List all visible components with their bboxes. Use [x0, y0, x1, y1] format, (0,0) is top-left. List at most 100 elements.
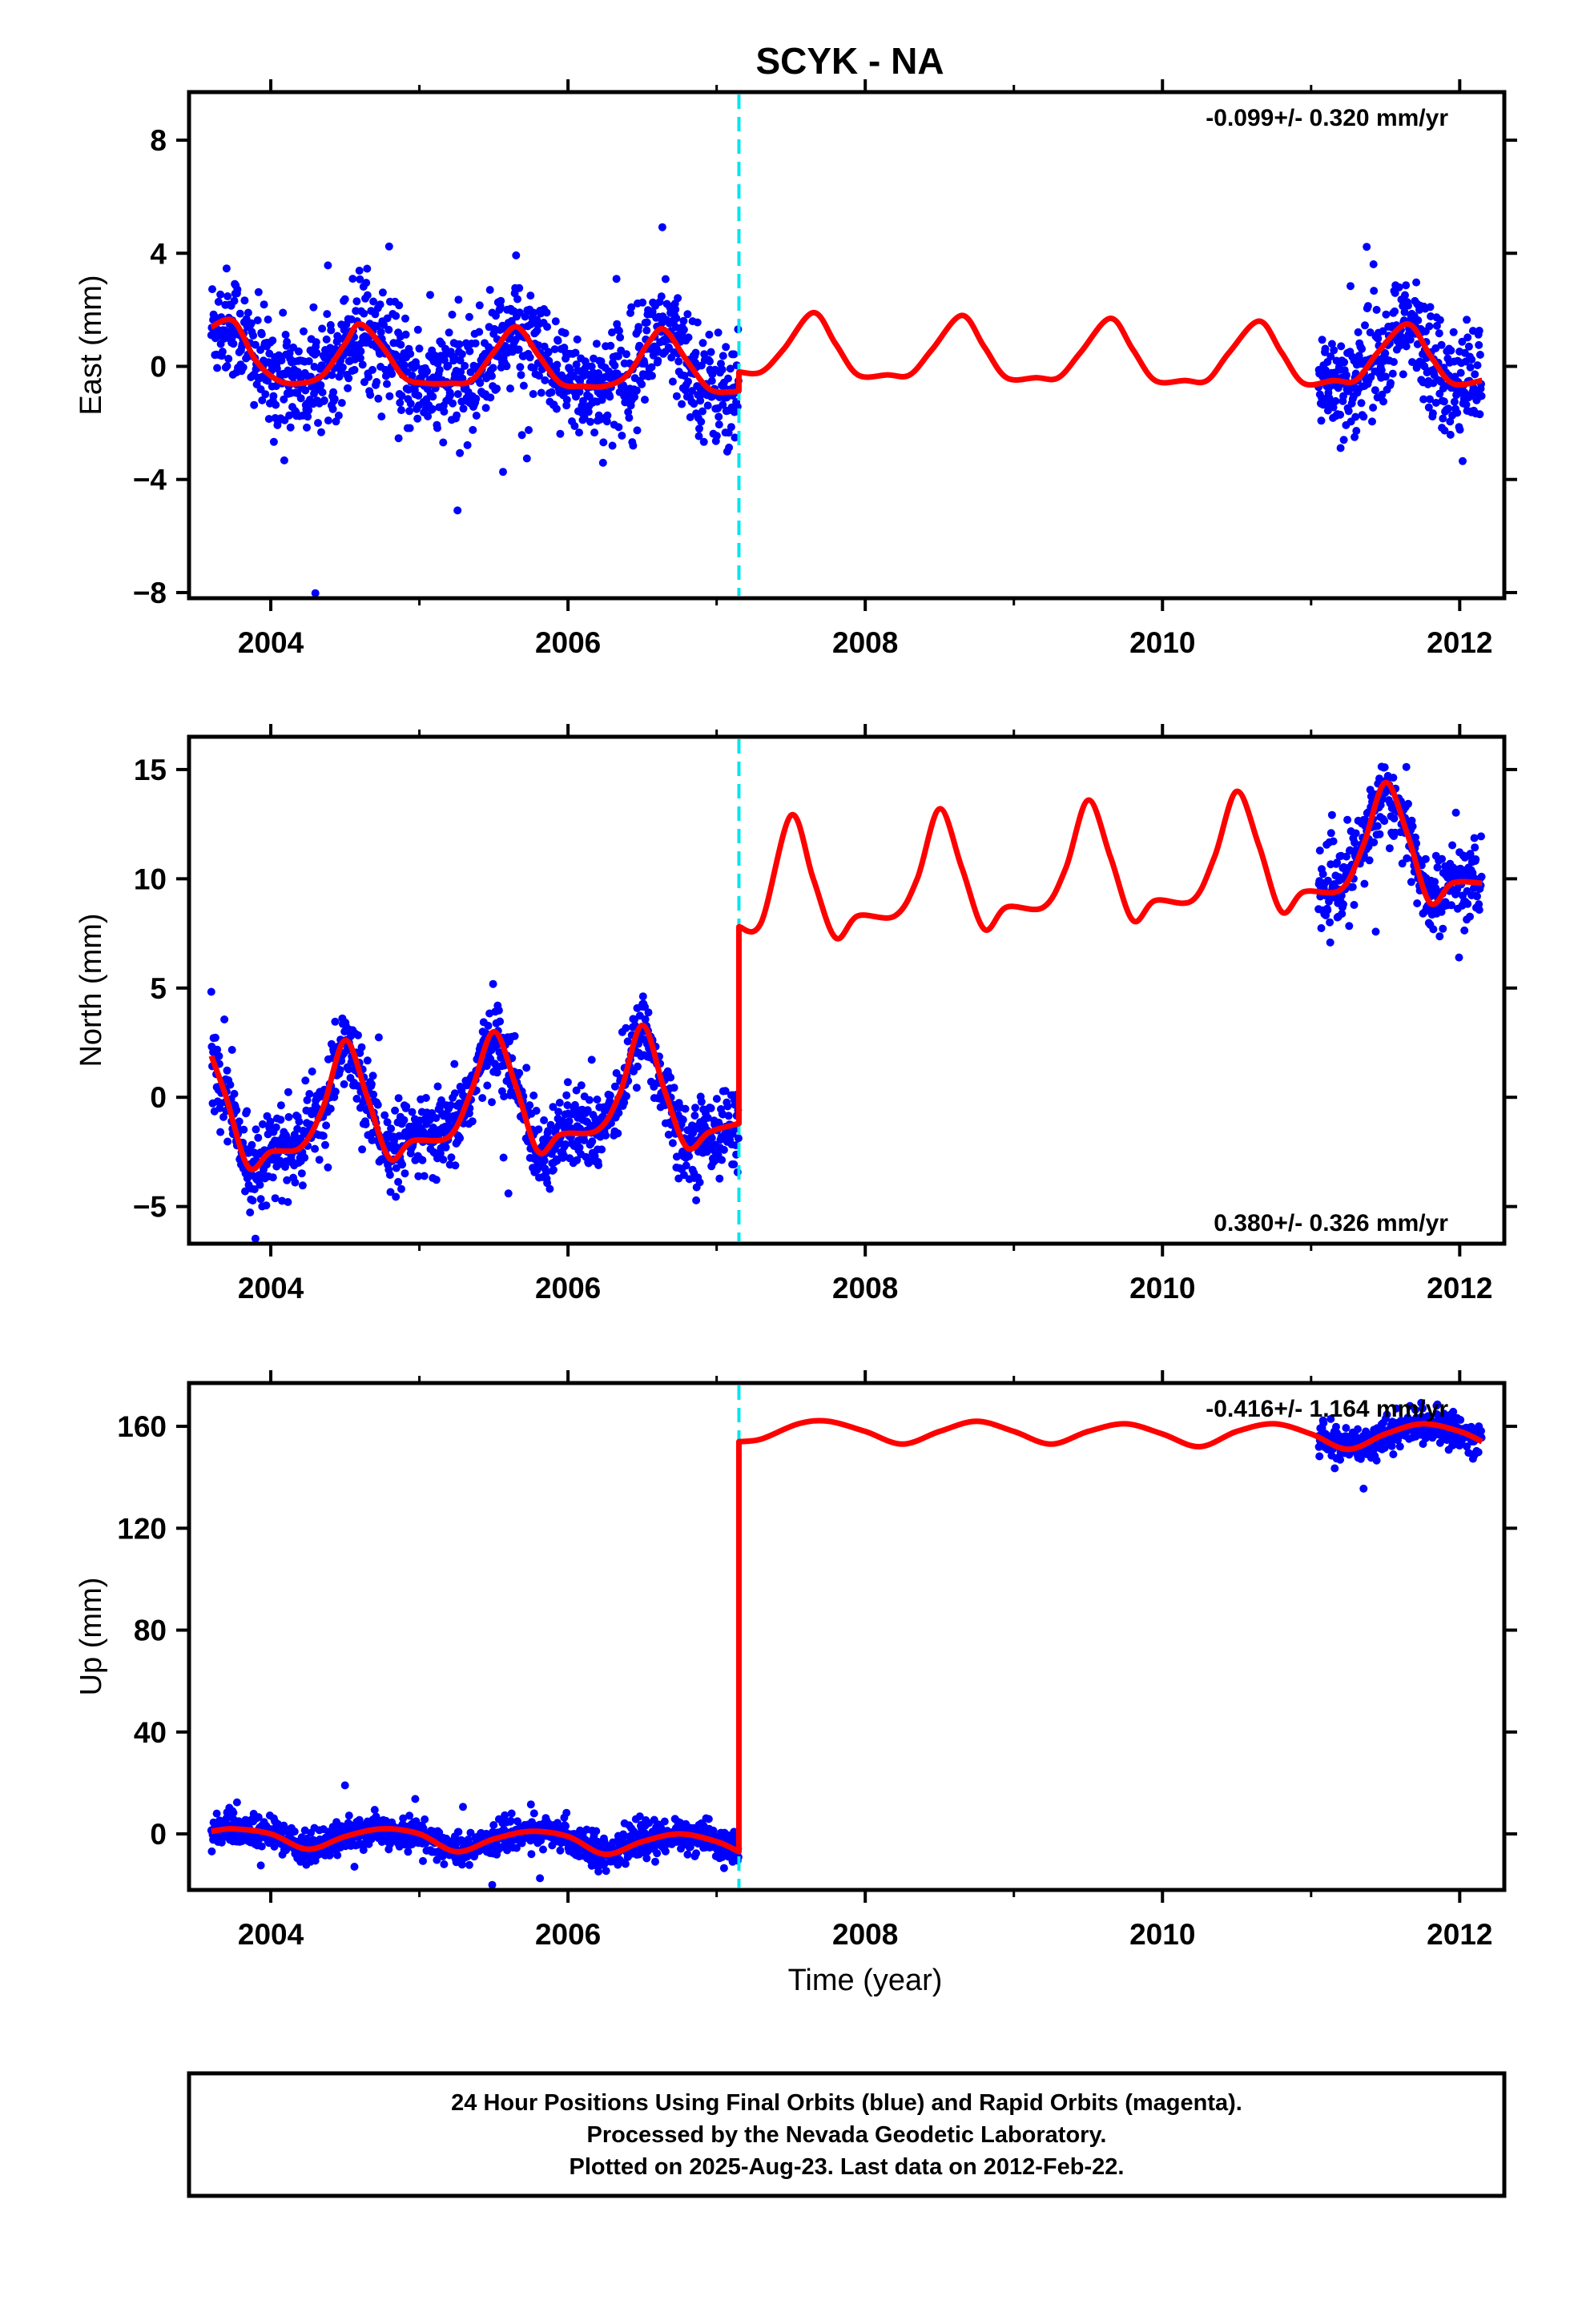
data-point: [1352, 427, 1361, 435]
data-point: [644, 1008, 653, 1017]
data-point: [1419, 1404, 1427, 1413]
data-point: [715, 1174, 724, 1183]
y-tick-label: 8: [150, 124, 167, 157]
data-point: [651, 1857, 659, 1866]
data-point: [540, 1156, 549, 1165]
data-point: [334, 411, 343, 420]
data-point: [610, 1082, 619, 1091]
data-point: [235, 1117, 244, 1126]
data-point: [256, 1180, 264, 1189]
data-point: [625, 413, 634, 422]
data-point: [541, 376, 549, 384]
data-point: [1329, 403, 1338, 412]
data-point: [344, 374, 353, 383]
data-point: [562, 1808, 571, 1817]
data-point: [571, 348, 580, 357]
data-point: [562, 1091, 571, 1100]
data-point: [691, 1104, 699, 1112]
data-point: [1344, 407, 1353, 416]
data-point: [308, 1068, 316, 1076]
east-model-curve: [210, 309, 1483, 396]
data-point: [660, 1817, 669, 1826]
data-point: [1474, 1448, 1483, 1457]
data-point: [529, 308, 538, 317]
data-point: [501, 1811, 509, 1819]
data-point: [294, 347, 303, 356]
data-point: [706, 348, 715, 356]
data-point: [562, 1822, 570, 1831]
data-point: [230, 1089, 239, 1098]
data-point: [684, 377, 692, 386]
data-point: [1439, 414, 1447, 423]
data-point: [679, 325, 688, 334]
data-point: [408, 1108, 417, 1116]
data-point: [668, 377, 677, 386]
data-point: [239, 363, 248, 372]
data-point: [324, 416, 332, 425]
data-point: [1392, 1404, 1401, 1413]
data-point: [1323, 876, 1332, 885]
data-point: [539, 1845, 547, 1854]
data-point: [1378, 390, 1387, 399]
data-point: [380, 1111, 389, 1120]
data-point: [590, 1152, 599, 1160]
data-point: [661, 275, 670, 283]
data-point: [400, 1116, 409, 1124]
data-point: [603, 411, 612, 420]
x-tick-label: 2008: [832, 1272, 898, 1305]
data-point: [258, 396, 267, 404]
data-point: [309, 303, 318, 312]
data-point: [1395, 1442, 1404, 1451]
data-point: [465, 347, 474, 356]
data-point: [401, 314, 409, 323]
data-point: [489, 1821, 498, 1829]
data-point: [468, 1117, 477, 1126]
data-point: [556, 429, 565, 438]
data-point: [1350, 901, 1359, 909]
data-point: [1317, 416, 1326, 425]
data-point: [1455, 953, 1463, 962]
data-point: [258, 1120, 267, 1128]
data-point: [1414, 316, 1423, 324]
data-point: [535, 372, 543, 380]
data-point: [433, 424, 441, 432]
data-point: [254, 1133, 263, 1142]
data-point: [454, 296, 463, 304]
data-point: [525, 1101, 534, 1110]
data-point: [304, 357, 313, 365]
data-point: [318, 324, 327, 333]
data-point: [1323, 906, 1332, 915]
data-point: [247, 319, 256, 328]
data-point: [219, 1112, 227, 1121]
data-point: [476, 379, 485, 388]
data-point: [683, 310, 692, 319]
data-point: [453, 411, 461, 420]
east-rate-label: -0.099+/- 0.320 mm/yr: [1206, 105, 1448, 131]
data-point: [529, 1092, 538, 1100]
data-point: [657, 292, 666, 301]
data-point: [562, 396, 571, 404]
data-point: [405, 407, 414, 416]
data-point: [249, 332, 258, 340]
data-point: [377, 412, 386, 421]
data-point: [394, 1177, 403, 1186]
data-point: [517, 431, 526, 440]
data-point: [1326, 1414, 1335, 1423]
data-point: [288, 372, 297, 381]
x-tick-label: 2008: [832, 626, 898, 659]
data-point: [606, 341, 615, 350]
data-point: [1426, 303, 1435, 312]
x-tick-label: 2006: [535, 1272, 601, 1305]
data-point: [1318, 870, 1327, 879]
data-point: [227, 333, 236, 342]
data-point: [1321, 344, 1330, 353]
data-point: [1458, 337, 1467, 346]
data-point: [526, 292, 535, 300]
data-point: [465, 312, 473, 321]
data-point: [550, 345, 559, 354]
data-point: [722, 343, 731, 352]
data-point: [475, 328, 484, 336]
data-point: [304, 406, 313, 415]
x-tick-label: 2008: [832, 1918, 898, 1951]
